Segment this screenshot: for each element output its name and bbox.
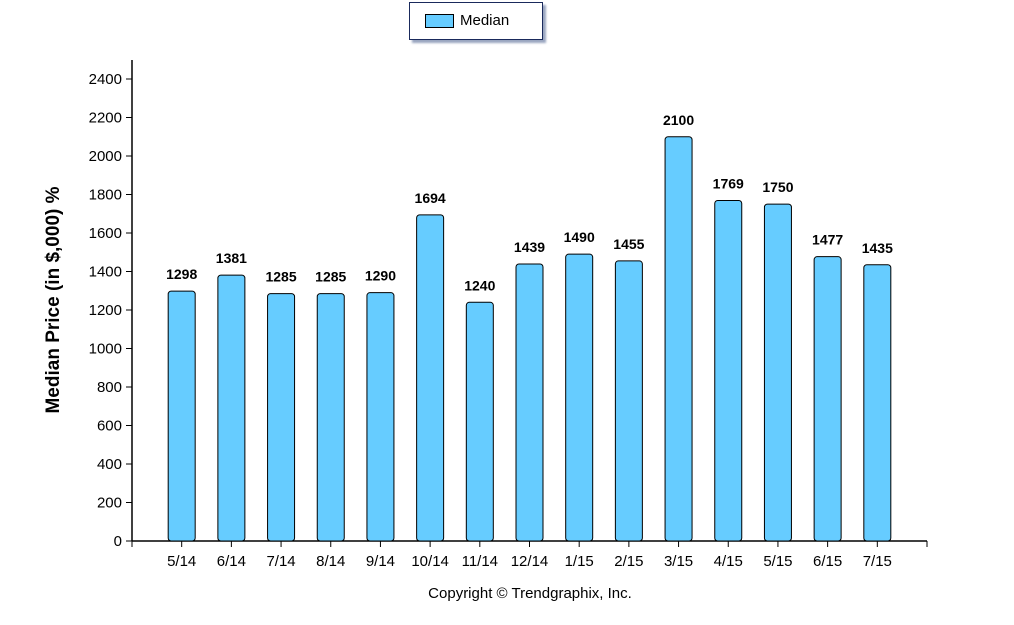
legend: Median xyxy=(409,2,543,40)
x-tick-label: 6/15 xyxy=(813,553,842,570)
bar-value-label: 1435 xyxy=(862,240,893,256)
y-tick-label: 200 xyxy=(97,495,122,512)
bar-6/14 xyxy=(217,274,246,542)
bar-9/14 xyxy=(366,292,395,542)
bar-8/14 xyxy=(316,293,345,542)
bar-value-label: 1490 xyxy=(564,229,595,245)
y-tick-label: 1400 xyxy=(89,264,122,281)
bar-value-label: 1769 xyxy=(713,175,744,191)
y-axis-title: Median Price (in $,000) % xyxy=(43,186,64,413)
y-tick-label: 0 xyxy=(114,533,122,550)
x-tick-label: 3/15 xyxy=(664,553,693,570)
bar-3/15 xyxy=(664,136,693,542)
x-tick-label: 10/14 xyxy=(411,553,449,570)
bar-2/15 xyxy=(614,260,643,542)
bar-value-label: 1298 xyxy=(166,266,197,282)
bar-5/14 xyxy=(167,290,196,542)
bar-value-label: 1381 xyxy=(216,250,247,266)
bar-value-label: 1240 xyxy=(464,277,495,293)
copyright-text: Copyright © Trendgraphix, Inc. xyxy=(428,585,632,602)
bar-6/15 xyxy=(813,256,842,542)
x-tick-label: 5/14 xyxy=(167,553,196,570)
y-tick-label: 2200 xyxy=(89,110,122,127)
bar-4/15 xyxy=(714,199,743,542)
x-tick-label: 2/15 xyxy=(614,553,643,570)
y-tick-label: 1000 xyxy=(89,341,122,358)
bar-value-label: 1285 xyxy=(265,269,296,285)
y-tick-label: 1200 xyxy=(89,302,122,319)
y-tick-label: 600 xyxy=(97,418,122,435)
y-tick-label: 2000 xyxy=(89,148,122,165)
x-tick-label: 12/14 xyxy=(511,553,549,570)
bar-10/14 xyxy=(416,214,445,542)
legend-label-median: Median xyxy=(460,12,510,29)
y-tick-label: 1600 xyxy=(89,225,122,242)
y-tick-label: 400 xyxy=(97,456,122,473)
bar-12/14 xyxy=(515,263,544,542)
x-tick-label: 9/14 xyxy=(366,553,395,570)
x-tick-label: 6/14 xyxy=(217,553,246,570)
bar-5/15 xyxy=(763,203,792,542)
y-tick-label: 800 xyxy=(97,379,122,396)
bar-7/15 xyxy=(863,264,892,542)
bar-11/14 xyxy=(465,301,494,542)
bar-value-label: 2100 xyxy=(663,112,694,128)
x-tick-label: 1/15 xyxy=(565,553,594,570)
legend-swatch xyxy=(425,14,454,28)
bar-value-label: 1290 xyxy=(365,268,396,284)
bar-value-label: 1285 xyxy=(315,269,346,285)
x-tick-label: 8/14 xyxy=(316,553,345,570)
bar-value-label: 1750 xyxy=(762,179,793,195)
bar-value-label: 1455 xyxy=(613,236,644,252)
x-tick-label: 7/14 xyxy=(266,553,295,570)
bar-1/15 xyxy=(565,253,594,542)
bar-value-label: 1439 xyxy=(514,239,545,255)
y-tick-label: 2400 xyxy=(89,71,122,88)
x-tick-label: 7/15 xyxy=(863,553,892,570)
bar-7/14 xyxy=(267,293,296,542)
x-tick-label: 11/14 xyxy=(462,553,498,570)
x-tick-label: 5/15 xyxy=(763,553,792,570)
x-tick-label: 4/15 xyxy=(714,553,743,570)
bar-value-label: 1477 xyxy=(812,232,843,248)
bar-value-label: 1694 xyxy=(415,190,446,206)
y-tick-label: 1800 xyxy=(89,187,122,204)
